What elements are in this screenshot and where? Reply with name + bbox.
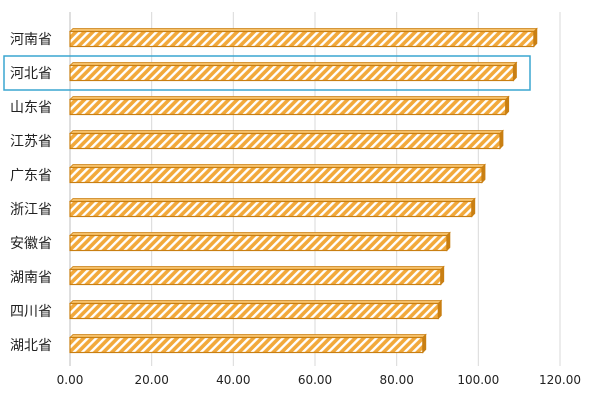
bar-mark — [69, 166, 483, 184]
bar-mark — [69, 302, 439, 320]
bar-河南省 — [69, 27, 538, 48]
x-axis-ticks: 0.00 20.00 40.00 60.00 80.00 100.00 120.00 — [57, 373, 581, 387]
bar-mark — [69, 132, 501, 150]
bar-mark — [69, 234, 448, 252]
bar-河北省 — [69, 61, 518, 82]
bar-江苏省 — [69, 129, 504, 150]
bar-浙江省 — [69, 197, 476, 218]
category-label: 河南省 — [10, 32, 52, 48]
x-tick-label: 100.00 — [457, 373, 499, 387]
bar-广东省 — [69, 163, 486, 184]
highlight-box — [3, 55, 531, 91]
bar-四川省 — [69, 299, 443, 320]
x-tick-label: 60.00 — [298, 373, 332, 387]
x-tick-label: 40.00 — [216, 373, 250, 387]
x-tick-label: 0.00 — [57, 373, 84, 387]
category-label: 江苏省 — [10, 134, 52, 150]
x-tick-label: 120.00 — [539, 373, 581, 387]
category-label: 四川省 — [10, 304, 52, 320]
bar-mark — [69, 200, 473, 218]
bar-安徽省 — [69, 231, 451, 252]
bar-mark — [69, 336, 424, 354]
x-tick-label: 20.00 — [134, 373, 168, 387]
bars — [69, 27, 538, 354]
category-label: 湖南省 — [10, 270, 52, 286]
category-label: 浙江省 — [10, 202, 52, 218]
bar-湖南省 — [69, 265, 445, 286]
bar-mark — [69, 268, 442, 286]
bar-山东省 — [69, 95, 510, 116]
category-label: 河北省 — [10, 66, 52, 82]
bar-mark — [69, 98, 507, 116]
category-label: 山东省 — [10, 100, 52, 116]
bar-mark — [69, 30, 535, 48]
bar-湖北省 — [69, 333, 427, 354]
x-tick-label: 80.00 — [379, 373, 413, 387]
category-label: 安徽省 — [10, 236, 52, 252]
category-label: 广东省 — [10, 168, 52, 184]
category-label: 湖北省 — [10, 338, 52, 354]
bar-mark — [69, 64, 515, 82]
